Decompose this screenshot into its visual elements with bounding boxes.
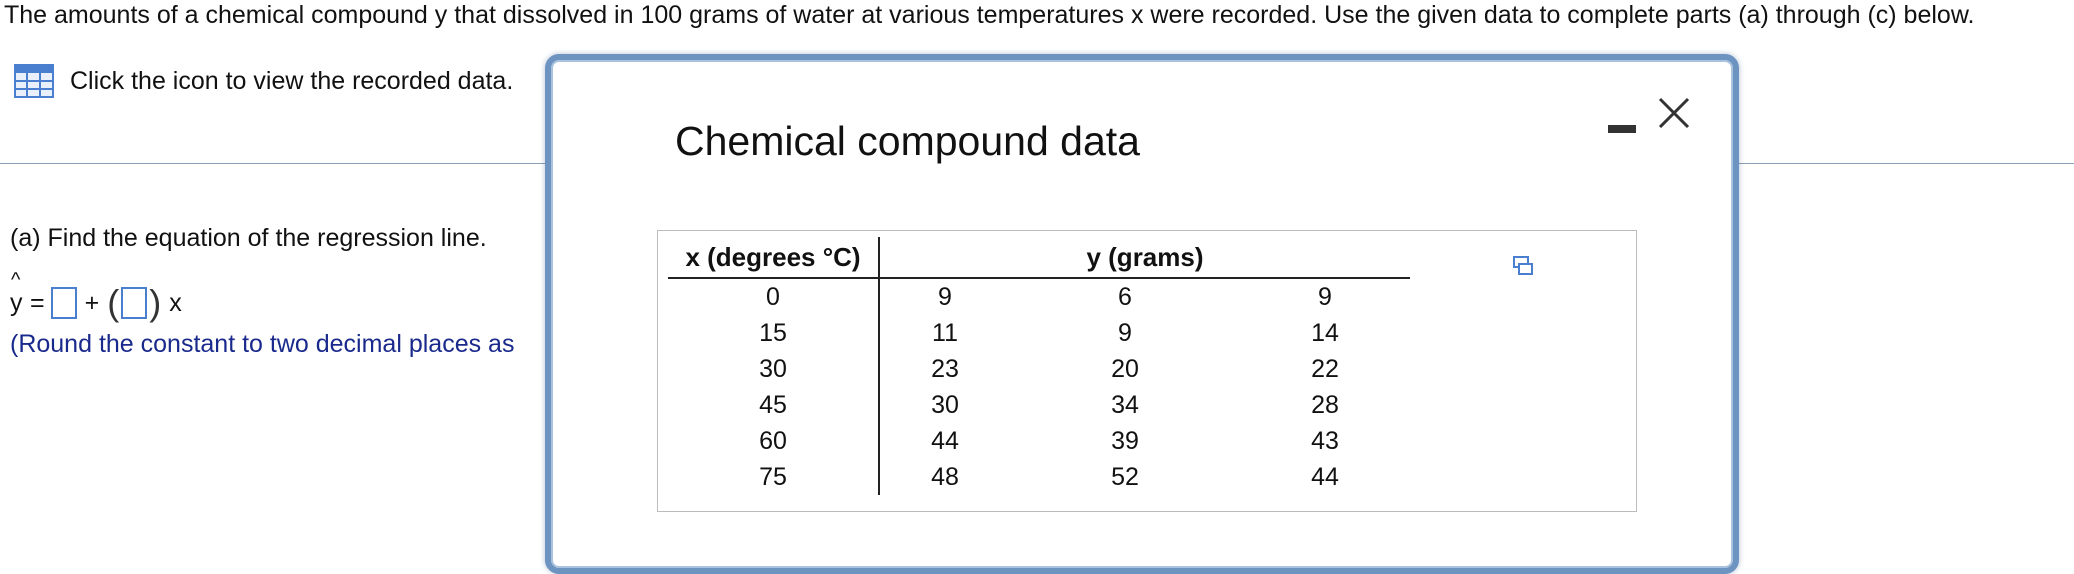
cell-x: 45 xyxy=(668,387,880,423)
intercept-answer-box[interactable] xyxy=(50,287,77,319)
section-divider xyxy=(0,163,560,164)
cell-y: 14 xyxy=(1311,318,1339,347)
cell-y: 23 xyxy=(931,354,959,383)
section-divider xyxy=(1738,163,2074,164)
slope-answer-box[interactable] xyxy=(121,287,148,319)
cell-y: 44 xyxy=(1311,462,1339,491)
cell-x: 75 xyxy=(668,459,880,495)
cell-y: 22 xyxy=(1311,354,1339,383)
header-x: x (degrees °C) xyxy=(668,237,880,279)
cell-y: 52 xyxy=(1111,462,1139,491)
view-data-label: Click the icon to view the recorded data… xyxy=(70,66,514,95)
cell-x: 30 xyxy=(668,351,880,387)
cell-y: 9 xyxy=(938,282,952,311)
equals-sign: = xyxy=(30,288,45,317)
copy-icon[interactable] xyxy=(1512,255,1534,277)
data-table: x (degrees °C) y (grams) 0 9 6 9 15 11 9… xyxy=(668,237,1410,495)
cell-y: 28 xyxy=(1311,390,1339,419)
cell-y: 11 xyxy=(932,318,958,347)
rounding-instruction: (Round the constant to two decimal place… xyxy=(10,330,515,358)
problem-statement: The amounts of a chemical compound y tha… xyxy=(4,1,1975,29)
minimize-icon xyxy=(1608,125,1636,133)
header-y: y (grams) xyxy=(879,237,1410,279)
data-table-frame: x (degrees °C) y (grams) 0 9 6 9 15 11 9… xyxy=(657,230,1637,512)
table-row: 60 44 39 43 xyxy=(668,423,1410,459)
cell-y: 9 xyxy=(1118,318,1132,347)
part-a-prompt: (a) Find the equation of the regression … xyxy=(10,224,487,252)
x-variable: x xyxy=(169,288,182,317)
close-paren: ) xyxy=(149,282,162,323)
cell-y: 30 xyxy=(931,390,959,419)
cell-y: 39 xyxy=(1111,426,1139,455)
cell-x: 0 xyxy=(668,278,880,315)
table-row: 45 30 34 28 xyxy=(668,387,1410,423)
open-paren: ( xyxy=(107,282,120,323)
cell-y: 6 xyxy=(1118,282,1132,311)
table-row: 30 23 20 22 xyxy=(668,351,1410,387)
cell-y: 43 xyxy=(1311,426,1339,455)
regression-equation: ^ y = + ( ) x xyxy=(10,268,182,323)
table-row: 75 48 52 44 xyxy=(668,459,1410,495)
view-data-link[interactable]: Click the icon to view the recorded data… xyxy=(14,64,513,98)
minimize-button[interactable] xyxy=(1607,114,1637,144)
cell-y: 44 xyxy=(931,426,959,455)
table-row: 15 11 9 14 xyxy=(668,315,1410,351)
plus-sign: + xyxy=(84,288,100,317)
close-icon xyxy=(1658,97,1690,129)
cell-x: 15 xyxy=(668,315,880,351)
table-header-row: x (degrees °C) y (grams) xyxy=(668,237,1410,279)
dialog-title: Chemical compound data xyxy=(675,118,1140,164)
table-row: 0 9 6 9 xyxy=(668,278,1410,315)
cell-y: 9 xyxy=(1318,282,1332,311)
cell-x: 60 xyxy=(668,423,880,459)
table-grid-icon[interactable] xyxy=(14,64,54,98)
cell-y: 48 xyxy=(931,462,959,491)
cell-y: 34 xyxy=(1111,390,1139,419)
y-hat-symbol: ^ y xyxy=(10,268,23,317)
cell-y: 20 xyxy=(1111,354,1139,383)
data-dialog: Chemical compound data x (degrees °C) y … xyxy=(545,54,1739,574)
close-button[interactable] xyxy=(1655,94,1693,132)
